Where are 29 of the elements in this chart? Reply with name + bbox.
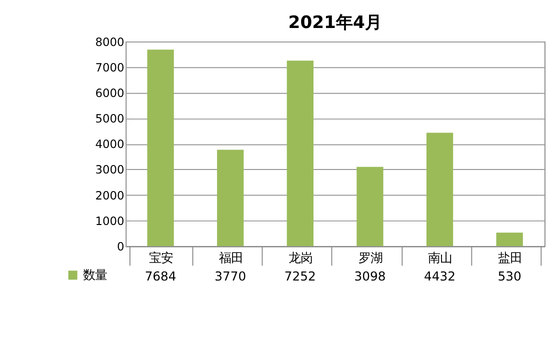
y-tick-label: 2000 (95, 188, 124, 202)
bar (496, 232, 523, 246)
x-tick-label: 宝安 (149, 250, 174, 265)
bar (356, 166, 384, 246)
x-tick-label: 福田 (218, 250, 243, 265)
chart-title: 2021年4月 (288, 13, 382, 34)
x-tick-label: 南山 (428, 250, 452, 265)
y-tick-label: 5000 (95, 112, 124, 126)
legend-label: 数量 (82, 268, 107, 282)
data-label: 4432 (424, 269, 456, 284)
data-label: 7252 (284, 269, 316, 284)
x-tick-label: 龙岗 (288, 250, 313, 265)
bar (426, 132, 454, 246)
x-tick-label: 盐田 (498, 250, 522, 265)
y-tick-label: 6000 (95, 86, 124, 100)
data-label: 3770 (214, 269, 246, 284)
data-label: 3098 (354, 269, 386, 284)
y-tick-label: 0 (116, 239, 124, 254)
y-tick-label: 3000 (95, 162, 124, 177)
data-label: 7684 (144, 269, 176, 284)
y-tick-label: 4000 (95, 137, 124, 152)
bar (217, 150, 244, 246)
y-tick-label: 1000 (95, 214, 124, 228)
data-label: 530 (498, 269, 522, 284)
y-tick-label: 8000 (95, 34, 124, 49)
bar (147, 50, 174, 246)
bar (286, 60, 314, 246)
y-tick-label: 7000 (95, 60, 124, 74)
x-tick-label: 罗湖 (358, 250, 382, 265)
